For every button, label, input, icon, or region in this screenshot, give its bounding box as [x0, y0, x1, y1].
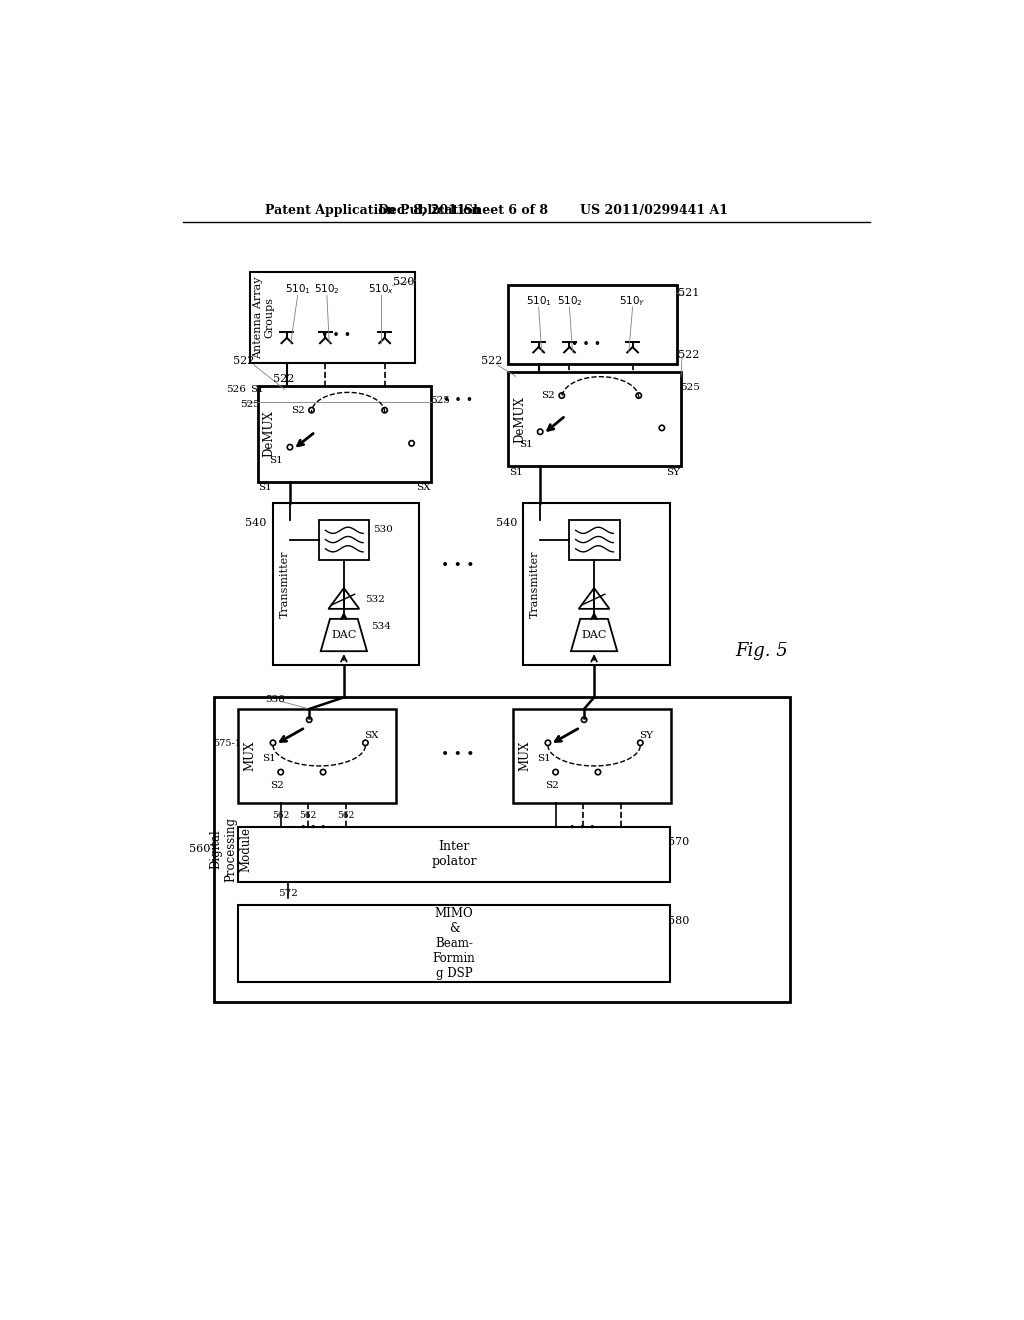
FancyBboxPatch shape — [239, 906, 670, 982]
Text: 562: 562 — [299, 810, 316, 820]
Text: S1: S1 — [258, 483, 272, 492]
Text: • • •: • • • — [441, 560, 474, 573]
Text: 525: 525 — [680, 383, 700, 392]
Text: 526: 526 — [226, 385, 246, 393]
Text: Transmitter: Transmitter — [529, 550, 540, 618]
FancyBboxPatch shape — [239, 709, 396, 803]
Text: $510_x$: $510_x$ — [368, 282, 394, 296]
Text: Inter
polator: Inter polator — [431, 841, 477, 869]
Text: S1: S1 — [269, 455, 283, 465]
Polygon shape — [571, 619, 617, 651]
Text: • • •: • • • — [441, 748, 474, 762]
Text: $510_2$: $510_2$ — [314, 282, 340, 296]
Text: DAC: DAC — [331, 630, 356, 640]
Text: $510_2$: $510_2$ — [557, 294, 583, 308]
Text: US 2011/0299441 A1: US 2011/0299441 A1 — [581, 205, 728, 218]
Text: DeMUX: DeMUX — [263, 411, 275, 457]
Text: S1: S1 — [519, 441, 534, 449]
Text: • • •: • • • — [570, 338, 601, 351]
Text: SY: SY — [667, 469, 680, 477]
Text: SX: SX — [365, 731, 379, 739]
Text: 572: 572 — [279, 890, 298, 898]
Text: Antenna Array
Groups: Antenna Array Groups — [253, 277, 274, 359]
Text: 525: 525 — [430, 396, 450, 405]
Text: Sheet 6 of 8: Sheet 6 of 8 — [464, 205, 548, 218]
Text: S2: S2 — [541, 391, 555, 400]
Text: MIMO
&
Beam-
Formin
g DSP: MIMO & Beam- Formin g DSP — [432, 907, 475, 981]
Text: 580: 580 — [668, 916, 689, 925]
FancyBboxPatch shape — [508, 285, 677, 364]
Text: S1: S1 — [250, 385, 263, 393]
Text: • • •: • • • — [442, 395, 473, 408]
Text: $510_1$: $510_1$ — [285, 282, 310, 296]
Text: Transmitter: Transmitter — [280, 550, 290, 618]
Text: 538: 538 — [265, 696, 286, 704]
Text: MUX: MUX — [244, 741, 256, 771]
Text: • • •: • • • — [321, 329, 351, 342]
FancyBboxPatch shape — [569, 520, 620, 561]
Text: Patent Application Publication: Patent Application Publication — [265, 205, 481, 218]
Text: S1: S1 — [262, 754, 276, 763]
Text: 560: 560 — [189, 845, 211, 854]
Text: 522: 522 — [233, 356, 254, 366]
Text: Dec. 8, 2011: Dec. 8, 2011 — [378, 205, 466, 218]
Text: • • •: • • • — [569, 824, 596, 833]
FancyBboxPatch shape — [523, 503, 670, 665]
Text: 520: 520 — [393, 277, 415, 286]
Text: $510_1$: $510_1$ — [525, 294, 552, 308]
FancyBboxPatch shape — [214, 697, 790, 1002]
Text: 522: 522 — [481, 356, 503, 366]
Text: 522: 522 — [273, 375, 295, 384]
Text: 562: 562 — [338, 810, 354, 820]
Text: SX: SX — [416, 483, 430, 492]
FancyBboxPatch shape — [239, 826, 670, 882]
Text: 522: 522 — [678, 350, 699, 360]
Text: 562: 562 — [272, 810, 290, 820]
Text: 525: 525 — [240, 400, 260, 409]
Text: SY: SY — [639, 731, 653, 739]
FancyBboxPatch shape — [508, 372, 681, 466]
Text: • • •: • • • — [300, 824, 327, 833]
FancyBboxPatch shape — [319, 520, 370, 561]
Text: Fig. 5: Fig. 5 — [735, 643, 788, 660]
Text: 575-1: 575-1 — [213, 739, 241, 748]
Text: Digital
Processing
Module: Digital Processing Module — [209, 817, 252, 882]
Text: 521: 521 — [678, 288, 699, 298]
Text: DAC: DAC — [582, 630, 607, 640]
Text: S2: S2 — [545, 781, 559, 791]
Text: S1: S1 — [538, 754, 551, 763]
FancyBboxPatch shape — [273, 503, 419, 665]
Text: 540: 540 — [496, 517, 517, 528]
Text: 532: 532 — [366, 595, 385, 605]
Polygon shape — [321, 619, 367, 651]
Text: 540: 540 — [246, 517, 267, 528]
Text: 534: 534 — [371, 622, 391, 631]
Text: S2: S2 — [291, 405, 304, 414]
Text: S1: S1 — [509, 469, 522, 477]
FancyBboxPatch shape — [250, 272, 416, 363]
Text: 530: 530 — [373, 525, 393, 535]
Text: $510_Y$: $510_Y$ — [620, 294, 646, 308]
Text: 570: 570 — [669, 837, 689, 847]
Text: DeMUX: DeMUX — [513, 396, 526, 442]
FancyBboxPatch shape — [513, 709, 671, 803]
Text: MUX: MUX — [518, 741, 531, 771]
Text: S2: S2 — [270, 781, 284, 791]
FancyBboxPatch shape — [258, 385, 431, 482]
